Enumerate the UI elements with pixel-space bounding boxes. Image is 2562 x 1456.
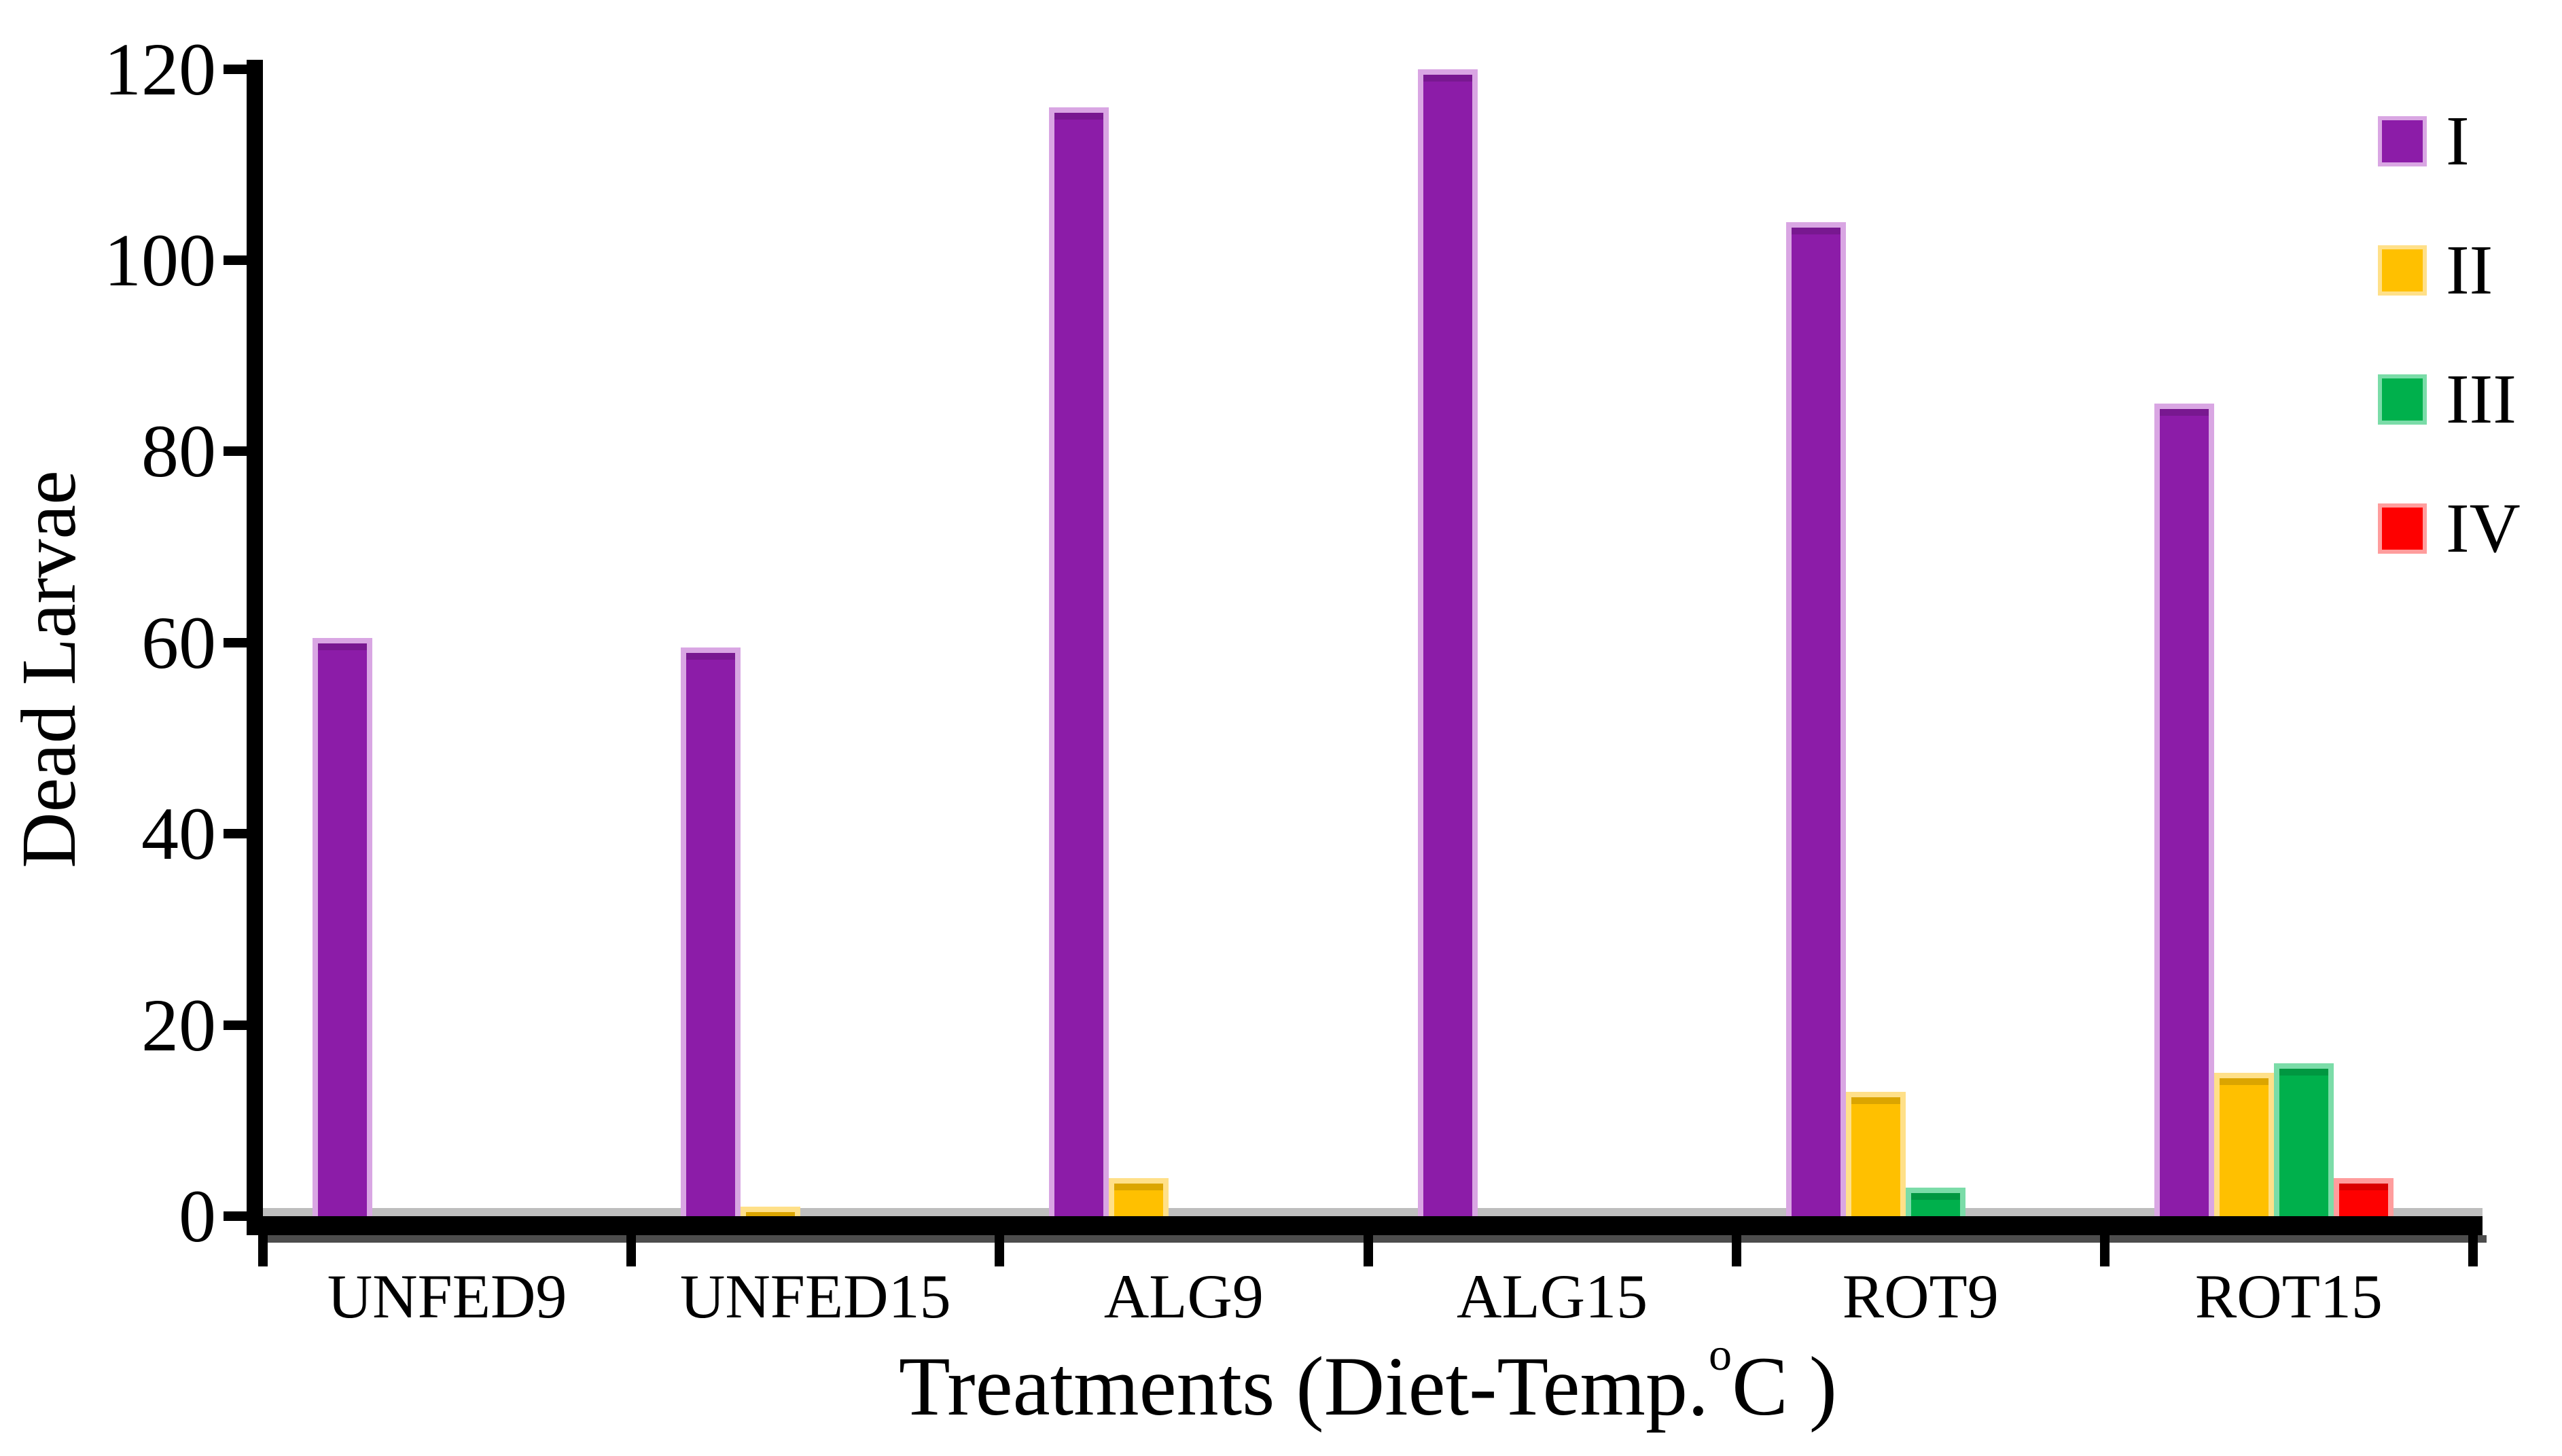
- x-tick-2: [995, 1235, 1005, 1266]
- y-axis-line: [247, 60, 263, 1235]
- y-axis-title: Dead Larvae: [5, 470, 92, 868]
- bar-ROT9-II: [1845, 1092, 1906, 1216]
- x-category-label-ROT15: ROT15: [2194, 1262, 2383, 1331]
- x-axis-title-superscript: o: [1708, 1328, 1732, 1380]
- bar-ROT15-IV: [2333, 1177, 2394, 1216]
- y-tick-20: [224, 1020, 249, 1030]
- x-category-label-ALG15: ALG15: [1457, 1262, 1648, 1331]
- y-tick-label-20: 20: [141, 983, 216, 1067]
- bar-ALG15-I: [1417, 69, 1478, 1216]
- y-tick-40: [224, 829, 249, 839]
- y-tick-100: [224, 255, 249, 265]
- y-tick-60: [224, 637, 249, 647]
- x-tick-6: [2468, 1235, 2478, 1266]
- baseline-shadow: [263, 1208, 2483, 1216]
- legend-swatch-III: [2378, 374, 2427, 425]
- x-tick-3: [1363, 1235, 1373, 1266]
- bar-ROT9-I: [1785, 221, 1846, 1216]
- legend-label-IV: IV: [2446, 489, 2521, 567]
- x-axis-title-suffix: C ): [1732, 1340, 1838, 1433]
- bar-ALG9-II: [1109, 1177, 1169, 1216]
- bar-UNFED9-I: [313, 637, 372, 1216]
- bar-UNFED15-I: [681, 647, 741, 1216]
- x-category-label-ROT9: ROT9: [1842, 1262, 1999, 1331]
- x-tick-0: [258, 1235, 268, 1266]
- x-category-label-UNFED9: UNFED9: [327, 1262, 567, 1331]
- legend-label-II: II: [2446, 231, 2493, 309]
- y-tick-label-40: 40: [141, 792, 216, 876]
- x-axis-title: Treatments (Diet-Temp.oC ): [263, 1331, 2473, 1438]
- axis-drop-shadow: [260, 1235, 2487, 1243]
- bar-ROT15-III: [2273, 1063, 2334, 1216]
- bar-UNFED15-II: [741, 1206, 801, 1216]
- legend-label-III: III: [2446, 360, 2516, 438]
- legend-label-I: I: [2446, 102, 2470, 180]
- x-category-label-UNFED15: UNFED15: [679, 1262, 951, 1331]
- y-tick-0: [224, 1211, 249, 1221]
- bar-ALG9-I: [1049, 107, 1109, 1216]
- x-axis-line: [247, 1216, 2483, 1235]
- x-tick-5: [2099, 1235, 2110, 1266]
- bar-ROT15-I: [2154, 404, 2214, 1216]
- x-tick-1: [626, 1235, 637, 1266]
- x-category-label-ALG9: ALG9: [1103, 1262, 1264, 1331]
- x-tick-4: [1731, 1235, 1741, 1266]
- bar-ROT15-II: [2213, 1072, 2274, 1216]
- legend-swatch-II: [2378, 245, 2427, 296]
- legend-swatch-IV: [2378, 503, 2427, 554]
- y-tick-label-100: 100: [104, 219, 216, 302]
- y-tick-label-80: 80: [141, 410, 216, 493]
- x-axis-title-text: Treatments (Diet-Temp.: [898, 1340, 1709, 1433]
- legend-swatch-I: [2378, 116, 2427, 166]
- bar-ROT9-III: [1905, 1187, 1965, 1216]
- y-tick-80: [224, 446, 249, 457]
- y-tick-120: [224, 64, 249, 74]
- y-tick-label-0: 0: [179, 1175, 216, 1258]
- y-tick-label-120: 120: [104, 27, 216, 111]
- y-tick-label-60: 60: [141, 601, 216, 684]
